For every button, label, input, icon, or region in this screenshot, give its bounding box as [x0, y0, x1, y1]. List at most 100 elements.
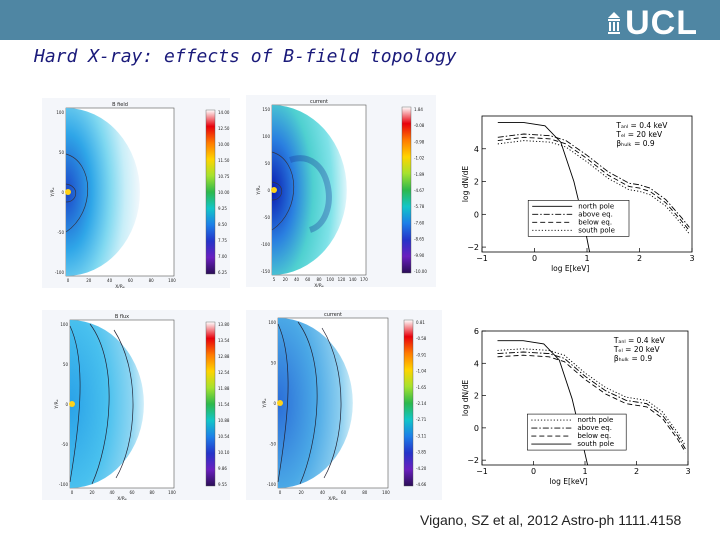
field-half-disc — [272, 105, 347, 275]
x-tick-label: 60 — [128, 278, 134, 283]
x-tick-label: 100 — [326, 277, 334, 282]
colorbar-tick-label: 11.54 — [218, 402, 230, 407]
y-axis-label: Y/Rₑ — [256, 185, 262, 195]
colorbar-tick-label: 1.84 — [414, 107, 423, 112]
map-title: current — [310, 99, 328, 105]
colorbar-tick-label: -2.71 — [416, 417, 427, 422]
x-tick-label: 3 — [685, 467, 690, 476]
y-tick-label: 50 — [265, 161, 271, 166]
x-tick-label: 0 — [531, 467, 536, 476]
x-tick-label: 120 — [338, 277, 346, 282]
colorbar — [401, 106, 412, 274]
colorbar-tick-label: 11.88 — [218, 386, 230, 391]
x-tick-label: 40 — [294, 277, 300, 282]
y-axis-label: Y/Rₑ — [262, 398, 268, 408]
colorbar-tick-label: -3.85 — [416, 450, 427, 455]
y-tick-label: 0 — [267, 188, 270, 193]
colorbar — [205, 321, 216, 487]
x-axis-label: log E[keV] — [549, 477, 587, 486]
colorbar-tick-label: -1.89 — [414, 172, 425, 177]
parameter-label: βₕᵤₗₖ = 0.9 — [616, 139, 655, 148]
legend-label: below eq. — [578, 218, 612, 226]
logo-text: UCL — [625, 4, 698, 42]
colorbar-tick-label: 10.00 — [218, 142, 230, 147]
y-tick-label: -100 — [261, 242, 271, 247]
map-title: current — [324, 312, 342, 318]
colorbar — [403, 319, 414, 487]
legend-label: above eq. — [577, 424, 612, 432]
x-tick-label: 5 — [273, 277, 276, 282]
colorbar-tick-label: -0.98 — [414, 139, 425, 144]
chart-background — [460, 112, 708, 276]
y-tick-label: -100 — [267, 482, 277, 487]
series-line-south-pole — [497, 140, 690, 235]
x-tick-label: 40 — [109, 490, 115, 495]
y-tick-label: 100 — [60, 322, 68, 327]
portico-icon — [608, 12, 621, 34]
parameter-label: Tₐₙₗ = 0.4 keV — [615, 121, 668, 130]
parameter-label: Tₑₗ = 20 keV — [615, 130, 663, 139]
legend-label: below eq. — [577, 432, 611, 440]
colorbar-tick-label: 10.75 — [218, 174, 230, 179]
y-tick-label: -100 — [55, 270, 65, 275]
star-marker — [69, 401, 75, 407]
field-line — [113, 329, 134, 479]
y-tick-label: -50 — [263, 215, 270, 220]
y-axis-label: log dN/dE — [461, 166, 470, 202]
y-axis-label: Y/Rₑ — [54, 399, 60, 409]
series-line-below-eq — [497, 136, 690, 231]
colorbar-tick-label: -1.65 — [416, 385, 427, 390]
colorbar-tick-label: -7.60 — [414, 220, 425, 225]
colorbar-tick-label: 13.54 — [218, 338, 230, 343]
x-tick-label: 0 — [67, 278, 70, 283]
colorbar — [205, 109, 216, 275]
x-tick-label: 20 — [86, 278, 92, 283]
colorbar-tick-label: -0.91 — [416, 352, 427, 357]
current-sheet — [289, 155, 332, 233]
x-tick-label: 1 — [584, 254, 589, 263]
y-tick-label: 50 — [63, 362, 69, 367]
colorbar-tick-label: -0.08 — [414, 123, 425, 128]
y-tick-label: 0 — [61, 190, 64, 195]
x-tick-label: −1 — [476, 254, 488, 263]
y-tick-label: 4 — [474, 359, 479, 368]
colorbar-tick-label: 14.00 — [218, 110, 230, 115]
series-line-below-eq — [497, 354, 686, 453]
x-tick-label: 80 — [362, 490, 368, 495]
series-line-above-eq — [497, 351, 686, 450]
colorbar-tick-label: 7.75 — [218, 238, 227, 243]
colorbar-tick-label: 13.80 — [218, 322, 230, 327]
field-line — [65, 153, 88, 233]
y-tick-label: 6 — [474, 327, 479, 336]
header-bar: UCL — [0, 0, 720, 40]
colorbar-tick-label: 10.10 — [218, 450, 230, 455]
y-tick-label: 0 — [273, 401, 276, 406]
colorbar-tick-label: 6.25 — [218, 270, 227, 275]
parameter-label: Tₐₙₗ = 0.4 keV — [613, 336, 666, 345]
field-line — [69, 325, 81, 483]
x-axis-label: X/Rₑ — [328, 496, 338, 500]
x-tick-label: 20 — [89, 490, 95, 495]
x-tick-label: 0 — [71, 490, 74, 495]
field-half-disc — [66, 108, 140, 276]
x-tick-label: 20 — [283, 277, 289, 282]
y-tick-label: -100 — [59, 482, 69, 487]
y-tick-label: 100 — [268, 320, 276, 325]
field-line — [271, 151, 294, 231]
y-tick-label: -50 — [61, 442, 68, 447]
colorbar-tick-label: 9.86 — [218, 466, 227, 471]
y-tick-label: 150 — [262, 107, 270, 112]
x-tick-label: 60 — [305, 277, 311, 282]
parameter-label: Tₑₗ = 20 keV — [613, 345, 661, 354]
y-tick-label: 100 — [262, 134, 270, 139]
star-marker — [277, 400, 283, 406]
x-tick-label: 60 — [129, 490, 135, 495]
y-tick-label: −2 — [467, 243, 479, 252]
y-tick-label: -50 — [269, 442, 276, 447]
x-tick-label: 1 — [582, 467, 587, 476]
colorbar-tick-label: 11.50 — [218, 158, 230, 163]
colorbar-tick-label: 9.25 — [218, 206, 227, 211]
